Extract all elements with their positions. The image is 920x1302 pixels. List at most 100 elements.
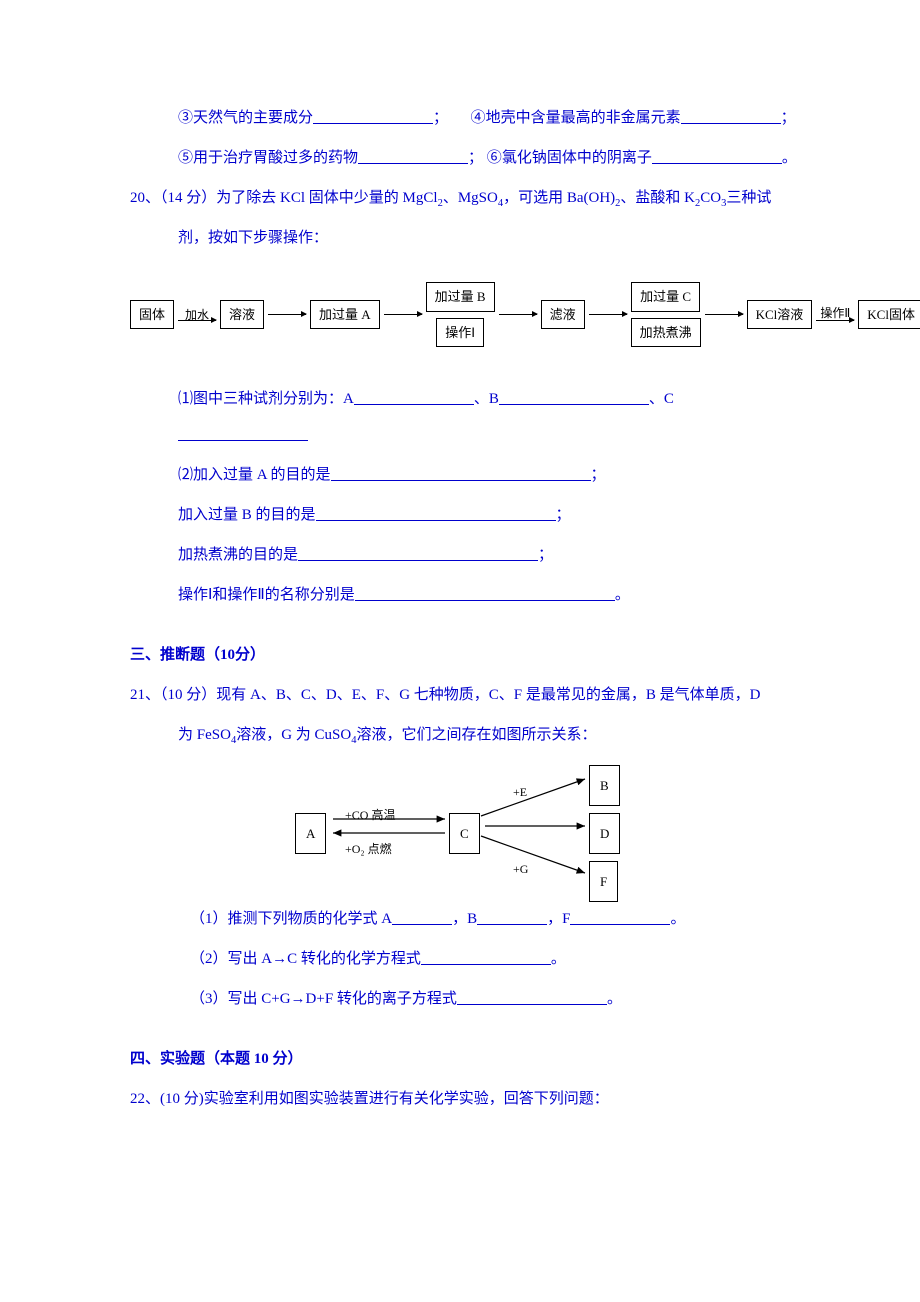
text: 。 xyxy=(607,991,622,1007)
q21-p1: （1）推测下列物质的化学式 A，B，F。 xyxy=(130,901,800,937)
node-boil: 加热煮沸 xyxy=(631,318,701,348)
q19-t3: 天然气的主要成分 xyxy=(193,110,313,126)
text: ⑵加入过量 A 的目的是 xyxy=(178,467,331,483)
text: 、B xyxy=(474,391,499,407)
blank xyxy=(178,425,308,441)
stack-c-boil: 加过量 C 加热煮沸 xyxy=(631,282,701,347)
text: 三种试 xyxy=(726,190,771,206)
text: ⑴图中三种试剂分别为：A xyxy=(178,391,354,407)
text: 为 FeSO xyxy=(178,727,231,743)
q22-num: 22、 xyxy=(130,1091,160,1107)
sep: ； xyxy=(468,150,483,166)
text: ； xyxy=(556,507,571,523)
label-bot: +O₂ 点燃 xyxy=(345,835,392,864)
q20-flow-diagram: 固体 加水 溶液 加过量 A 加过量 B 操作Ⅰ 滤液 加过量 C xyxy=(130,268,800,365)
blank xyxy=(355,585,615,601)
node-add-b: 加过量 B xyxy=(426,282,495,312)
q21-points: （10 分） xyxy=(160,687,216,703)
node-add-c: 加过量 C xyxy=(631,282,700,312)
node-kcl-solid: KCl固体 xyxy=(858,300,920,330)
q22-stem: 22、(10 分)实验室利用如图实验装置进行有关化学实验，回答下列问题： xyxy=(130,1081,800,1117)
q20-num: 20、 xyxy=(130,190,160,206)
text: ； xyxy=(538,547,553,563)
text: （1）推测下列物质的化学式 A xyxy=(190,911,392,927)
q20-p3: 加入过量 B 的目的是 ； xyxy=(130,497,800,533)
q20-points: （14 分） xyxy=(160,190,216,206)
sep: 。 xyxy=(782,150,797,166)
q20-p5: 操作Ⅰ和操作Ⅱ的名称分别是 。 xyxy=(130,577,800,613)
node-kcl-solution: KCl溶液 xyxy=(747,300,813,330)
q19-t4: 地壳中含量最高的非金属元素 xyxy=(486,110,681,126)
label: 操作Ⅱ xyxy=(820,306,850,320)
text: （3）写出 C+G→D+F 转化的离子方程式 xyxy=(190,991,457,1007)
text: 加热煮沸的目的是 xyxy=(178,547,298,563)
blank xyxy=(681,108,781,124)
arrow xyxy=(705,314,743,315)
text: 、盐酸和 K xyxy=(620,190,695,206)
arrow xyxy=(499,314,537,315)
node-add-a: 加过量 A xyxy=(310,300,380,330)
node-solution: 溶液 xyxy=(220,300,264,330)
node-op1: 操作Ⅰ xyxy=(436,318,484,348)
text: 、MgSO xyxy=(443,190,498,206)
arrow: 加水 xyxy=(178,308,216,321)
node-filtrate: 滤液 xyxy=(541,300,585,330)
arrow xyxy=(268,314,306,315)
q19-num5: ⑤ xyxy=(178,150,193,166)
q19-t5: 用于治疗胃酸过多的药物 xyxy=(193,150,358,166)
q20-stem-line1: 20、（14 分）为了除去 KCl 固体中少量的 MgCl2、MgSO4，可选用… xyxy=(130,180,800,216)
text: 。 xyxy=(551,951,566,967)
node-b: B xyxy=(589,765,620,806)
label-top: +CO 高温 xyxy=(345,801,395,830)
blank xyxy=(392,909,452,925)
node-solid: 固体 xyxy=(130,300,174,330)
text: 实验室利用如图实验装置进行有关化学实验，回答下列问题： xyxy=(204,1091,609,1107)
q21-stem-line2: 为 FeSO4溶液，G 为 CuSO4溶液，它们之间存在如图所示关系： xyxy=(130,717,800,753)
blank xyxy=(477,909,547,925)
text: CO xyxy=(700,190,721,206)
node-c: C xyxy=(449,813,480,854)
blank xyxy=(354,389,474,405)
text: 溶液，它们之间存在如图所示关系： xyxy=(356,727,596,743)
node-f: F xyxy=(589,861,618,902)
q19-num4: ④ xyxy=(471,110,486,126)
q19-line2: ⑤用于治疗胃酸过多的药物 ； ⑥氯化钠固体中的阴离子 。 xyxy=(130,140,800,176)
arrow xyxy=(384,314,422,315)
stack-ab: 加过量 A xyxy=(310,300,380,330)
text: 现有 A、B、C、D、E、F、G 七种物质，C、F 是最常见的金属，B 是气体单… xyxy=(216,687,760,703)
text: ，F xyxy=(547,911,570,927)
text: 溶液，G 为 CuSO xyxy=(236,727,351,743)
arrow: 操作Ⅱ xyxy=(816,308,854,321)
text: （2）写出 A→C 转化的化学方程式 xyxy=(190,951,421,967)
q19-num3: ③ xyxy=(178,110,193,126)
text: 。 xyxy=(615,587,630,603)
text: 为了除去 KCl 固体中少量的 MgCl xyxy=(216,190,437,206)
blank xyxy=(570,909,670,925)
q20-p4: 加热煮沸的目的是 ； xyxy=(130,537,800,573)
text: ，可选用 Ba(OH) xyxy=(503,190,615,206)
blank xyxy=(652,148,782,164)
blank xyxy=(313,108,433,124)
q20-p2: ⑵加入过量 A 的目的是 ； xyxy=(130,457,800,493)
sep: ； xyxy=(781,110,796,126)
label-e: +E xyxy=(513,778,527,807)
text: 操作Ⅰ和操作Ⅱ的名称分别是 xyxy=(178,587,355,603)
node-a: A xyxy=(295,813,326,854)
label-g: +G xyxy=(513,855,528,884)
q21-stem-line1: 21、（10 分）现有 A、B、C、D、E、F、G 七种物质，C、F 是最常见的… xyxy=(130,677,800,713)
q22-points: (10 分) xyxy=(160,1091,204,1107)
q19-num6: ⑥ xyxy=(487,150,502,166)
text: 加入过量 B 的目的是 xyxy=(178,507,316,523)
text: 、C xyxy=(649,391,674,407)
stack-b-op1: 加过量 B 操作Ⅰ xyxy=(426,282,495,347)
text: 剂，按如下步骤操作： xyxy=(178,230,328,246)
blank xyxy=(298,545,538,561)
q19-t6: 氯化钠固体中的阴离子 xyxy=(502,150,652,166)
blank xyxy=(331,465,591,481)
q19-line1: ③天然气的主要成分； ④地壳中含量最高的非金属元素； xyxy=(130,100,800,136)
q20-stem-line2: 剂，按如下步骤操作： xyxy=(130,220,800,256)
node-d: D xyxy=(589,813,620,854)
blank xyxy=(358,148,468,164)
text: 。 xyxy=(670,911,685,927)
text: ； xyxy=(591,467,606,483)
